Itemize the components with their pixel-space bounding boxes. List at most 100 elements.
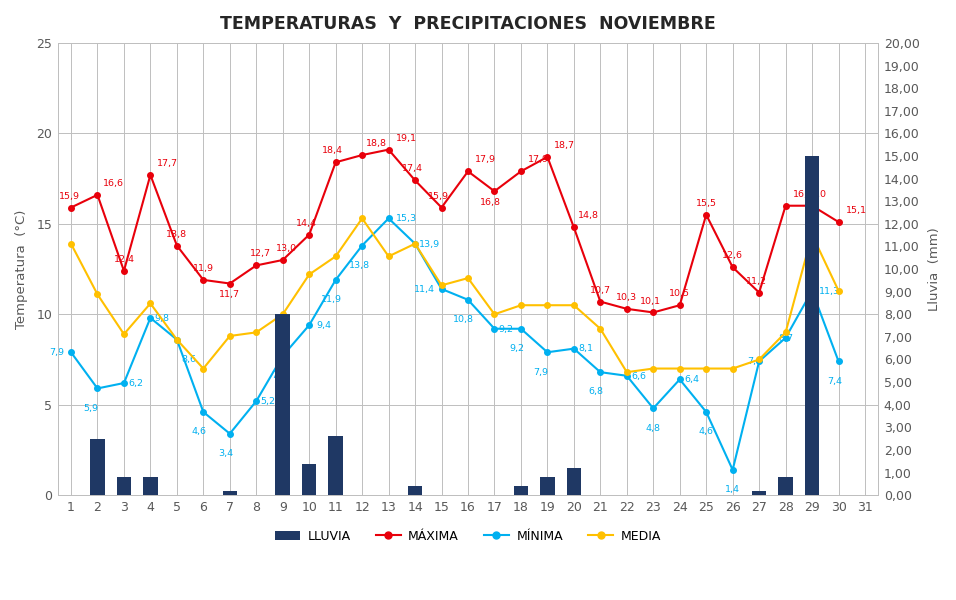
MÍNIMA <box>171 336 183 343</box>
Text: 17,9: 17,9 <box>475 155 496 164</box>
MÁXIMA <box>780 202 792 209</box>
Text: 18,8: 18,8 <box>366 139 387 148</box>
MEDIA <box>144 300 156 307</box>
MÍNIMA <box>65 349 76 356</box>
MÍNIMA <box>224 430 235 437</box>
MEDIA <box>92 291 103 298</box>
Text: 19,1: 19,1 <box>396 134 417 143</box>
MÁXIMA <box>303 231 315 238</box>
Y-axis label: Lluvia  (mm): Lluvia (mm) <box>928 227 941 311</box>
MEDIA <box>463 274 474 281</box>
Text: 8,6: 8,6 <box>181 355 196 364</box>
MÍNIMA <box>277 352 289 359</box>
MÁXIMA <box>171 242 183 249</box>
MÍNIMA <box>250 398 262 405</box>
MEDIA <box>833 287 844 295</box>
Text: 11,2: 11,2 <box>746 277 767 286</box>
Text: 17,4: 17,4 <box>402 164 423 173</box>
MEDIA <box>595 325 606 332</box>
MÍNIMA <box>92 385 103 392</box>
Bar <box>275 314 290 495</box>
Text: 11,7: 11,7 <box>219 290 240 299</box>
MÍNIMA <box>515 325 527 332</box>
Bar <box>778 477 793 495</box>
Text: 4,6: 4,6 <box>191 427 206 436</box>
MÍNIMA <box>806 287 817 295</box>
Text: 6,4: 6,4 <box>684 375 699 384</box>
MEDIA <box>727 365 738 372</box>
MEDIA <box>409 240 421 247</box>
Text: 6,2: 6,2 <box>128 379 143 388</box>
MÁXIMA <box>382 146 394 153</box>
MEDIA <box>198 365 209 372</box>
MÍNIMA <box>463 296 474 304</box>
MÁXIMA <box>65 204 76 211</box>
MEDIA <box>382 253 394 260</box>
MÍNIMA <box>542 349 554 356</box>
Bar <box>302 464 316 495</box>
MEDIA <box>65 240 76 247</box>
MÁXIMA <box>436 204 447 211</box>
MÁXIMA <box>674 302 685 309</box>
Text: 6,8: 6,8 <box>589 388 603 397</box>
MÍNIMA <box>674 376 685 383</box>
MÁXIMA <box>277 256 289 263</box>
Text: 6,6: 6,6 <box>631 371 646 380</box>
MÁXIMA <box>224 280 235 287</box>
Text: 10,8: 10,8 <box>453 315 474 324</box>
Text: 11,9: 11,9 <box>193 264 214 273</box>
MÍNIMA <box>144 314 156 322</box>
MÁXIMA <box>489 188 500 195</box>
MÍNIMA <box>647 405 659 412</box>
MEDIA <box>224 332 235 340</box>
MÁXIMA <box>357 151 368 158</box>
Text: 1,4: 1,4 <box>726 485 740 494</box>
MÍNIMA <box>357 242 368 249</box>
Bar <box>540 477 554 495</box>
Text: 15,1: 15,1 <box>845 206 866 215</box>
MÁXIMA <box>250 262 262 269</box>
Text: 7,7: 7,7 <box>272 371 286 380</box>
MÍNIMA <box>595 368 606 376</box>
Text: 11,9: 11,9 <box>321 295 342 304</box>
Bar <box>223 491 237 495</box>
Text: 5,2: 5,2 <box>260 397 275 406</box>
MÁXIMA <box>568 224 579 231</box>
MEDIA <box>780 329 792 336</box>
Bar <box>90 439 105 495</box>
Bar <box>143 477 158 495</box>
Title: TEMPERATURAS  Y  PRECIPITACIONES  NOVIEMBRE: TEMPERATURAS Y PRECIPITACIONES NOVIEMBRE <box>220 15 716 33</box>
MÍNIMA <box>409 240 421 247</box>
Text: 15,5: 15,5 <box>696 199 717 208</box>
Text: 10,5: 10,5 <box>669 289 690 298</box>
MÁXIMA <box>409 177 421 184</box>
MÁXIMA <box>621 305 633 313</box>
MÍNIMA <box>621 372 633 379</box>
MÍNIMA <box>330 276 341 283</box>
Text: 17,9: 17,9 <box>528 155 549 164</box>
Bar <box>751 491 767 495</box>
MEDIA <box>568 302 579 309</box>
Text: 18,7: 18,7 <box>554 141 576 150</box>
MÁXIMA <box>330 158 341 166</box>
MÁXIMA <box>701 211 712 218</box>
MEDIA <box>806 231 817 238</box>
MÁXIMA <box>595 298 606 305</box>
MÍNIMA <box>119 379 130 386</box>
Legend: LLUVIA, MÁXIMA, MÍNIMA, MEDIA: LLUVIA, MÁXIMA, MÍNIMA, MEDIA <box>270 525 666 548</box>
MEDIA <box>277 311 289 318</box>
Text: 13,8: 13,8 <box>166 230 187 239</box>
Text: 16,6: 16,6 <box>103 179 124 188</box>
MÁXIMA <box>647 309 659 316</box>
Text: 15,9: 15,9 <box>428 191 449 200</box>
MEDIA <box>436 282 447 289</box>
Bar <box>805 156 819 495</box>
Text: 10,7: 10,7 <box>590 286 611 295</box>
MÁXIMA <box>833 218 844 226</box>
MÁXIMA <box>92 191 103 199</box>
Text: 17,7: 17,7 <box>158 159 179 168</box>
Text: 5,9: 5,9 <box>83 404 98 413</box>
Text: 9,2: 9,2 <box>510 344 524 353</box>
MEDIA <box>515 302 527 309</box>
MEDIA <box>621 368 633 376</box>
